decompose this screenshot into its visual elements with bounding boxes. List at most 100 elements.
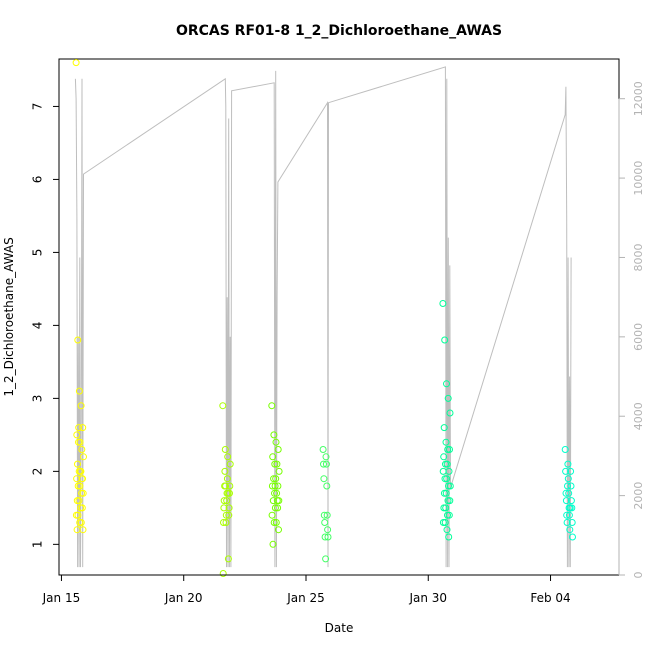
y-tick-label: 3 [31,395,45,403]
data-point-flight-1 [74,511,82,519]
y-tick-label: 5 [31,249,45,257]
data-point-flight-3 [268,511,276,519]
y2-tick-label: 4000 [632,402,645,430]
data-point-flight-2 [224,453,232,461]
data-point-flight-2 [222,482,230,490]
data-point-flight-4 [320,511,328,519]
data-point-flight-2 [220,519,227,526]
data-point-flight-4 [323,511,331,519]
data-point-flight-2 [220,504,228,512]
data-point-flight-6 [566,504,574,512]
data-point-flight-5 [442,504,450,512]
data-point-flight-5 [446,409,454,417]
data-point-flight-2 [219,402,227,410]
data-point-flight-5 [442,489,450,497]
data-point-flight-2 [219,570,227,577]
data-point-flight-3 [274,446,282,453]
data-point-flight-6 [567,497,575,505]
data-point-flight-5 [444,394,452,402]
data-point-flight-3 [273,489,281,497]
data-point-flight-2 [226,460,234,468]
data-point-flight-4 [321,533,329,541]
data-point-flight-1 [75,424,83,432]
y2-tick-label: 8000 [632,243,645,271]
data-point-flight-6 [562,497,570,505]
data-point-flight-3 [272,475,280,483]
data-point-flight-1 [80,453,87,461]
y-tick-label: 1 [31,541,45,549]
data-point-flight-6 [563,519,571,526]
data-point-flight-1 [78,446,86,453]
data-point-flight-5 [446,482,454,490]
x-tick-label: Jan 15 [42,591,81,605]
data-point-flight-4 [322,460,330,468]
data-point-flight-2 [226,482,234,490]
data-point-flight-3 [268,402,276,410]
data-point-flight-6 [563,511,571,519]
data-point-flight-1 [73,526,81,534]
data-point-flight-6 [564,475,572,483]
data-point-flight-5 [446,497,454,505]
data-point-flight-2 [224,489,232,497]
data-point-flight-6 [564,460,572,468]
x-tick-label: Jan 25 [286,591,325,605]
y2-tick-label: 12000 [632,81,645,116]
x-tick-label: Feb 04 [530,591,570,605]
data-point-flight-4 [321,519,329,526]
data-point-flight-3 [269,497,277,505]
data-point-flight-6 [561,446,569,453]
data-point-flight-6 [562,467,570,475]
data-point-flight-2 [223,497,231,505]
data-point-flight-6 [565,511,573,519]
data-point-flight-1 [77,519,85,526]
data-point-flight-3 [271,460,279,468]
data-point-flight-2 [221,467,229,475]
data-point-flight-1 [76,482,84,490]
data-point-flight-3 [269,540,277,548]
data-point-flight-3 [271,482,279,490]
data-point-flight-5 [443,380,450,388]
data-point-flight-6 [565,489,573,497]
data-point-flight-6 [567,467,575,475]
y2-tick-label: 2000 [632,482,645,510]
data-point-flight-5 [442,438,450,446]
data-point-flight-2 [225,504,233,512]
data-point-flight-6 [562,489,570,497]
data-point-flight-5 [439,300,447,307]
data-point-flight-1 [72,59,80,67]
data-point-flight-1 [76,467,84,475]
y-tick-label: 7 [31,103,45,111]
data-point-flight-2 [221,446,229,453]
data-point-flight-1 [73,475,81,483]
data-point-flight-5 [441,336,449,344]
y-tick-label: 2 [31,468,45,476]
data-point-flight-2 [224,555,232,563]
data-point-flight-4 [322,453,330,461]
data-point-flight-3 [273,460,281,468]
data-point-flight-4 [322,555,330,563]
data-point-flight-5 [439,467,447,475]
data-point-flight-6 [568,519,576,526]
data-point-flight-4 [324,533,332,541]
data-point-flight-3 [271,489,278,497]
data-point-flight-4 [323,482,331,490]
data-point-flight-3 [272,438,280,446]
y2-tick-label: 6000 [632,323,645,351]
data-point-flight-5 [443,526,451,534]
data-point-flight-4 [324,526,332,534]
data-point-flight-4 [320,475,328,483]
y2-tick-label: 10000 [632,161,645,196]
y-tick-label: 4 [31,322,45,330]
data-point-flight-3 [271,504,279,512]
data-point-flight-1 [75,387,83,395]
data-points-layer [72,59,576,577]
axes-layer: Jan 15 Jan 20 Jan 25 Jan 30 Feb 04 1 2 3 4 5 6 7 0 20… [31,81,646,605]
data-point-flight-5 [446,446,453,453]
data-point-flight-6 [564,482,571,490]
y2-tick-label: 0 [632,572,645,579]
x-tick-label: Jan 30 [408,591,447,605]
y-tick-label: 6 [31,176,45,184]
data-point-flight-3 [273,497,281,505]
data-point-flight-3 [272,519,280,526]
